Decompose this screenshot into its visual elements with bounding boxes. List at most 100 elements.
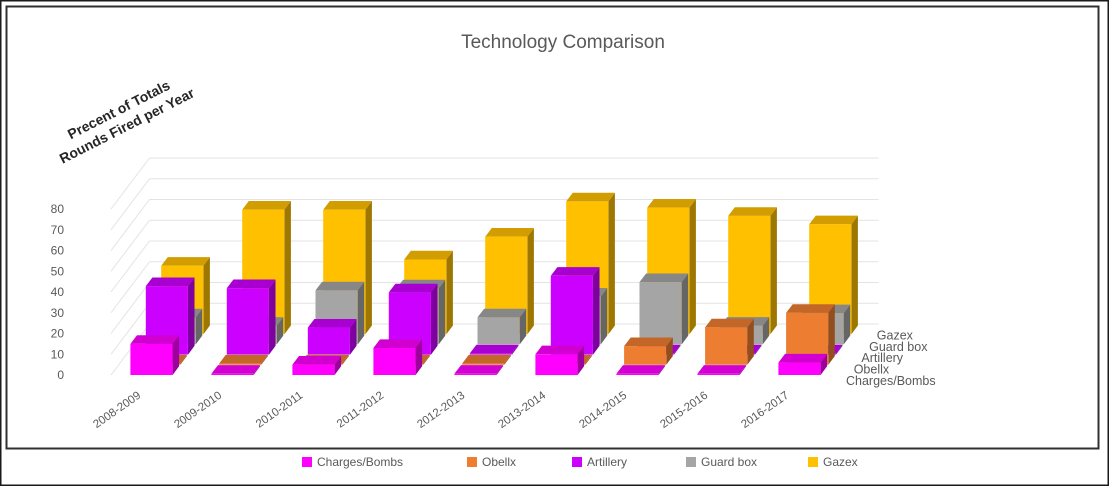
chart-title: Technology Comparison xyxy=(461,32,665,53)
bar-front xyxy=(454,373,497,375)
bar xyxy=(307,319,357,355)
bar xyxy=(226,279,276,355)
bar-side xyxy=(608,192,615,335)
bar-top xyxy=(161,257,210,266)
bar-front xyxy=(728,215,771,335)
bar-side xyxy=(593,267,600,355)
bar xyxy=(728,207,777,335)
bar-side xyxy=(365,201,372,335)
bars xyxy=(130,192,858,376)
bar-top xyxy=(624,337,673,347)
bar-front xyxy=(130,343,173,375)
legend-item: Artillery xyxy=(572,455,627,469)
legend-label: Charges/Bombs xyxy=(317,455,403,469)
bar-front xyxy=(462,363,505,365)
series-0 xyxy=(130,335,828,376)
bar-top xyxy=(469,344,519,354)
bar-side xyxy=(188,277,195,355)
series-depth-label: Artillery xyxy=(861,351,903,365)
bar-side xyxy=(755,344,762,355)
bar-side xyxy=(666,337,673,365)
bar-top xyxy=(477,308,527,318)
bar-side xyxy=(770,207,777,335)
bar-side xyxy=(423,354,430,365)
bar-front xyxy=(705,327,748,365)
legend-label: Obellx xyxy=(482,455,516,469)
bar-side xyxy=(342,354,349,365)
bar-side xyxy=(674,344,681,355)
legend-item: Charges/Bombs xyxy=(302,455,403,469)
bar xyxy=(624,337,673,365)
bar-top xyxy=(242,201,291,210)
bar-top xyxy=(639,273,689,283)
legend-item: Guard box xyxy=(686,455,757,469)
bar-top xyxy=(211,365,261,374)
y-tick-label: 20 xyxy=(51,327,65,341)
bar-side xyxy=(172,335,180,375)
bar-side xyxy=(527,228,534,335)
bar-top xyxy=(323,201,372,210)
bar-side xyxy=(446,250,453,335)
bar xyxy=(705,318,754,365)
bar-side xyxy=(577,345,585,375)
legend-label: Artillery xyxy=(587,455,627,469)
bar-side xyxy=(689,199,696,335)
bar xyxy=(454,365,504,375)
bar-side xyxy=(519,308,527,345)
bar-front xyxy=(211,373,254,375)
legend-swatch xyxy=(572,457,582,467)
bar-side xyxy=(828,304,835,365)
y-tick-label: 0 xyxy=(57,368,64,382)
bar-top xyxy=(728,207,777,216)
bar xyxy=(373,339,423,375)
bar xyxy=(219,354,268,365)
y-tick-label: 30 xyxy=(51,306,65,320)
bar xyxy=(469,344,519,355)
bar-front xyxy=(477,317,520,345)
bar-side xyxy=(431,283,438,355)
bar-front xyxy=(550,275,593,355)
bar-top xyxy=(550,267,600,276)
bar-side xyxy=(261,354,268,365)
bar-side xyxy=(180,354,187,365)
y-tick-label: 70 xyxy=(51,223,65,237)
bar-front xyxy=(535,354,578,376)
bar-top xyxy=(145,277,195,287)
bar-top xyxy=(647,199,696,208)
bar-top xyxy=(454,365,504,374)
bar-side xyxy=(585,354,592,365)
bar xyxy=(130,335,180,375)
series-depth-label: Obellx xyxy=(854,363,890,377)
bar xyxy=(697,365,747,375)
bar-top xyxy=(485,228,534,237)
bar-side xyxy=(334,356,342,375)
legend-item: Gazex xyxy=(808,455,858,469)
legend-swatch xyxy=(467,457,477,467)
series-2 xyxy=(145,267,843,355)
bar-side xyxy=(762,317,770,345)
legend-label: Gazex xyxy=(823,455,858,469)
legend-label: Guard box xyxy=(701,455,757,469)
bar-top xyxy=(535,345,585,355)
y-tick-label: 10 xyxy=(51,347,65,361)
legend: Charges/Bombs Obellx Artillery Guard box Gaz… xyxy=(302,455,858,469)
gridline-side-80 xyxy=(110,157,150,210)
gridline-side-60 xyxy=(110,199,150,251)
bar-top xyxy=(219,354,268,364)
bar xyxy=(550,267,600,355)
bar-top xyxy=(697,365,747,374)
bar-front xyxy=(373,348,416,375)
bar xyxy=(535,345,585,376)
gridline-side-10 xyxy=(110,302,150,355)
y-tick-label: 50 xyxy=(51,264,65,278)
bar-side xyxy=(600,288,608,345)
bar-top xyxy=(307,319,357,328)
bar-side xyxy=(843,304,851,345)
y-tick-label: 80 xyxy=(51,202,65,216)
series-depth-label: Guard box xyxy=(869,340,928,354)
bar-side xyxy=(739,365,747,375)
bar-side xyxy=(438,279,446,345)
bar-front xyxy=(307,327,350,355)
legend-item: Obellx xyxy=(467,455,516,469)
bar-top xyxy=(705,318,754,328)
